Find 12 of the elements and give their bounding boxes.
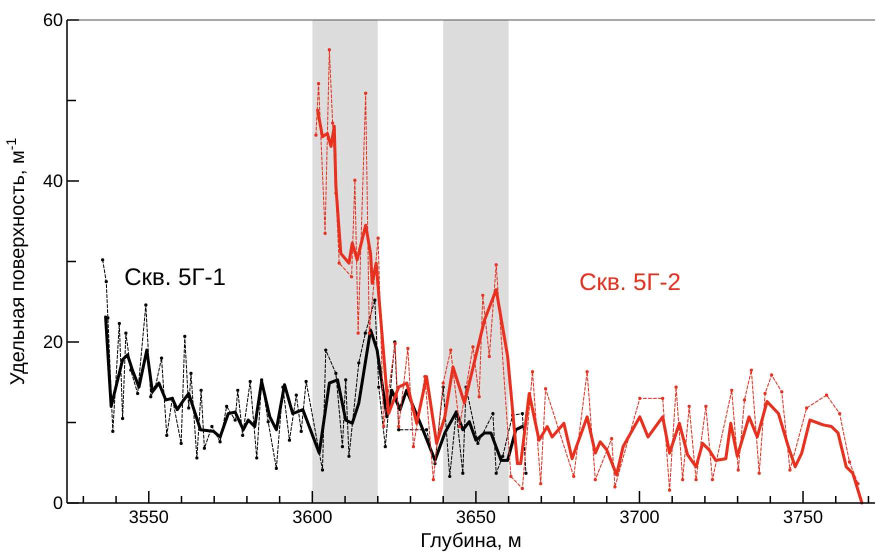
x-tick-label: 3700 bbox=[619, 507, 660, 527]
x-tick-label: 3750 bbox=[783, 507, 824, 527]
x-tick-label: 3600 bbox=[292, 507, 332, 527]
x-tick-label: 3650 bbox=[456, 507, 496, 527]
y-tick-label: 40 bbox=[42, 171, 63, 191]
text: Скв. 5Г-2 bbox=[579, 269, 681, 296]
y-tick-label: 60 bbox=[42, 10, 63, 30]
y-tick-label: 20 bbox=[42, 332, 63, 352]
y-tick-label: 0 bbox=[52, 493, 63, 513]
x-axis-title: Глубина, м bbox=[420, 530, 522, 552]
x-tick-label: 3550 bbox=[128, 507, 169, 527]
series-label: Скв. 5Г-1 bbox=[124, 264, 226, 291]
